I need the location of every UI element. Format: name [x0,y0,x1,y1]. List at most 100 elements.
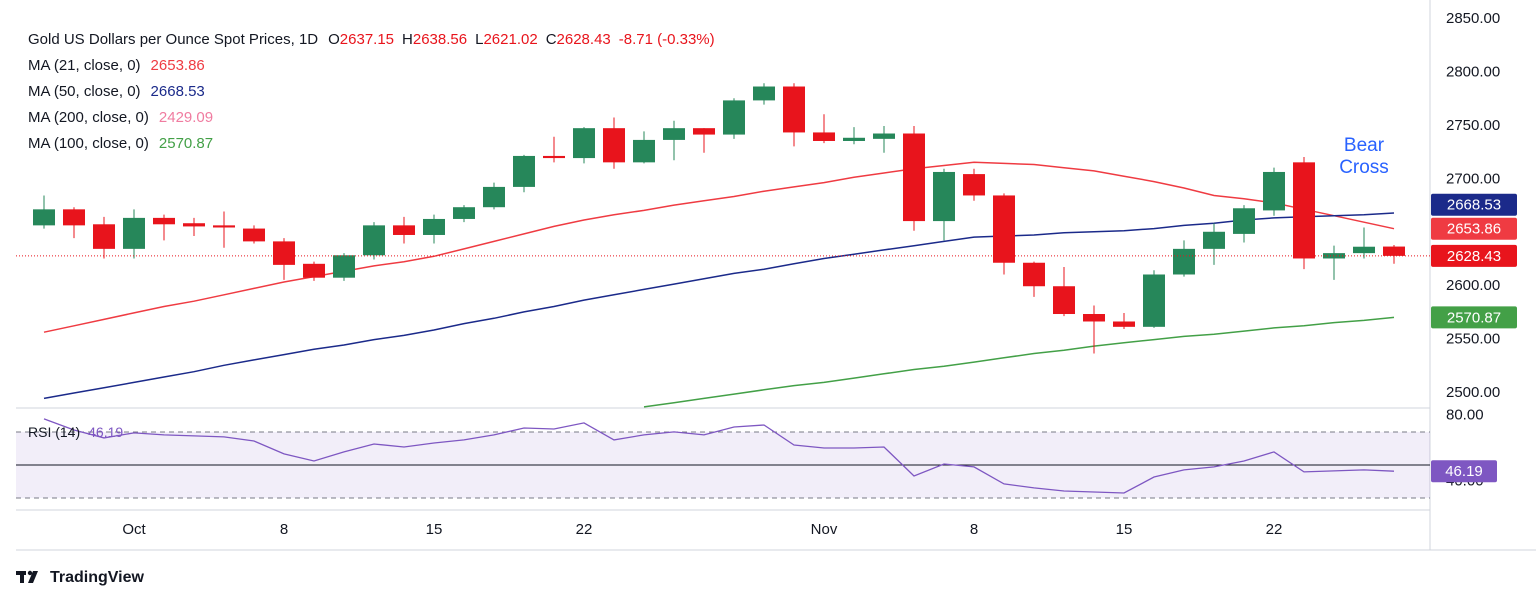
x-tick-label: 15 [426,521,443,538]
ohlc-value: 2628.43 [557,31,611,48]
candle-body [1383,246,1405,256]
candle-body [963,174,985,196]
ohlc-key: C [546,31,557,48]
price-change: -8.71 (-0.33%) [619,31,715,48]
x-tick-label: Oct [122,521,146,538]
overlay: 2500.002550.002600.002650.002700.002750.… [28,10,1517,538]
rsi-label: 46.19 [1445,463,1483,480]
candle-body [243,228,265,242]
y-tick-label: 2850.00 [1446,10,1500,27]
moving-average-line [43,212,1395,400]
legend-name: MA (100, close, 0) [28,135,149,152]
candle-body [423,218,445,235]
candle-body [153,217,175,225]
candle-body [363,225,385,256]
price-label-box [1431,244,1517,267]
candle-body [213,225,235,228]
candle-body [993,195,1015,263]
rsi-name: RSI (14) [28,424,80,440]
candle-body [33,209,55,226]
candle-body [753,86,775,101]
brand-name: TradingView [50,569,145,586]
x-tick-label: 22 [576,521,593,538]
candle-body [393,225,415,235]
legend-entry: MA (100, close, 0) 2570.87 [28,135,213,152]
candle-body [543,155,565,159]
candle-body [1293,162,1315,259]
ohlc-key: H [402,31,413,48]
legend-name: MA (50, close, 0) [28,83,141,100]
ohlc-value: 2638.56 [413,31,467,48]
candle-body [1053,286,1075,315]
candle-body [783,86,805,133]
price-label: 2653.86 [1447,221,1501,238]
x-tick-label: 8 [970,521,978,538]
candle-body [723,100,745,135]
candle-body [333,255,355,278]
legend-value: 2429.09 [159,109,213,126]
candle-body [633,139,655,163]
candle-body [303,263,325,278]
moving-average-line [43,161,1395,333]
legend-entry: MA (21, close, 0) 2653.86 [28,57,205,74]
legend-entry: MA (200, close, 0) 2429.09 [28,109,213,126]
y-tick-label: 2750.00 [1446,117,1500,134]
candle-body [1143,274,1165,327]
candle-body [123,217,145,249]
rsi-legend: RSI (14) 46.19 [28,424,123,440]
price-label: 2668.53 [1447,197,1501,214]
ohlc-key: O [328,31,340,48]
price-label-box [1431,217,1517,240]
candle-body [933,171,955,222]
ohlc-key: L [475,31,483,48]
legend-value: 2570.87 [159,135,213,152]
candle-body [1083,314,1105,322]
y-tick-label: 2600.00 [1446,277,1500,294]
legend-value: 2653.86 [151,57,205,74]
annotation: Bear [1344,135,1385,156]
candle-body [693,128,715,135]
candle-body [663,128,685,140]
price-label: 2570.87 [1447,309,1501,326]
candle-body [873,133,895,139]
candle-body [903,133,925,222]
x-tick-label: 8 [280,521,288,538]
price-pane [16,83,1430,408]
candle-body [1023,262,1045,287]
candle-body [1263,171,1285,211]
chart-header: Gold US Dollars per Ounce Spot Prices, 1… [28,31,715,48]
candle-body [273,241,295,265]
x-tick-label: Nov [811,521,838,538]
ohlc-value: 2637.15 [340,31,394,48]
y-tick-label: 2500.00 [1446,384,1500,401]
candle-body [1233,208,1255,234]
legend-entry: MA (50, close, 0) 2668.53 [28,83,205,100]
legend-name: MA (21, close, 0) [28,57,141,74]
rsi-line [43,418,1395,494]
rsi-value: 46.19 [88,424,123,440]
moving-average-line [643,316,1395,408]
candle-body [1113,321,1135,327]
candle-body [1203,231,1225,249]
tradingview-logo [16,570,38,583]
candle-body [603,128,625,163]
y-tick-label: 2550.00 [1446,331,1500,348]
candle-body [513,155,535,187]
chart-title: Gold US Dollars per Ounce Spot Prices, 1… [28,31,318,48]
y-tick-label: 2700.00 [1446,170,1500,187]
candle-body [1353,246,1375,254]
candle-body [63,209,85,226]
candle-body [483,186,505,208]
legend-value: 2668.53 [151,83,205,100]
candle-body [573,128,595,159]
legend-name: MA (200, close, 0) [28,109,149,126]
y-tick-label: 2800.00 [1446,64,1500,81]
candle-body [843,137,865,141]
candle-body [813,132,835,141]
candle-body [453,207,475,219]
price-label-box [1431,306,1517,329]
rsi-label-box [1431,460,1497,483]
rsi-tick-label: 80.00 [1446,406,1484,423]
